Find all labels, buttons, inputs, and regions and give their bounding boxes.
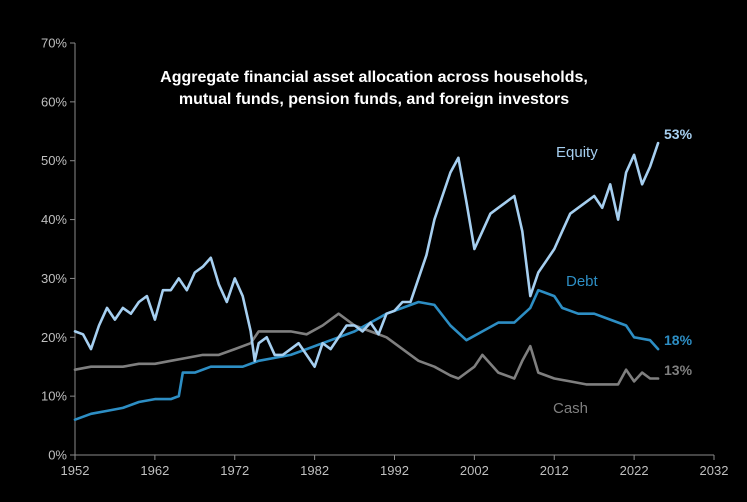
x-tick-label: 2012 [540, 463, 569, 478]
x-tick-label: 1972 [220, 463, 249, 478]
cash-end-value-label: 13% [664, 362, 693, 378]
series-label-debt: Debt [566, 273, 599, 290]
series-line-equity [73, 141, 660, 369]
x-tick-label: 1992 [380, 463, 409, 478]
x-tick-label: 1952 [61, 463, 90, 478]
series-lines [73, 141, 660, 422]
chart-title-line-2: mutual funds, pension funds, and foreign… [179, 91, 569, 108]
x-tick-label: 2022 [620, 463, 649, 478]
y-tick-label: 0% [48, 448, 67, 463]
y-tick-label: 60% [41, 94, 67, 109]
x-axis-ticks: 1952 1962 1972 1982 1992 2002 2012 2022 2032 [61, 455, 729, 478]
y-tick-label: 70% [41, 36, 67, 51]
x-tick-label: 2032 [700, 463, 729, 478]
y-tick-label: 50% [41, 153, 67, 168]
debt-end-value-label: 18% [664, 332, 693, 348]
series-line-debt [73, 288, 660, 422]
x-tick-label: 1962 [140, 463, 169, 478]
series-line-cash [73, 312, 660, 386]
y-tick-label: 40% [41, 212, 67, 227]
series-label-equity: Equity [556, 144, 598, 161]
y-axis-ticks: 0% 10% 20% 30% 40% 50% 60% 70% [41, 36, 75, 463]
y-tick-label: 10% [41, 389, 67, 404]
chart-title-line-1: Aggregate financial asset allocation acr… [160, 69, 588, 86]
y-tick-label: 20% [41, 330, 67, 345]
x-tick-label: 2002 [460, 463, 489, 478]
x-tick-label: 1982 [300, 463, 329, 478]
equity-end-value-label: 53% [664, 126, 693, 142]
series-label-cash: Cash [553, 400, 588, 417]
y-tick-label: 30% [41, 271, 67, 286]
